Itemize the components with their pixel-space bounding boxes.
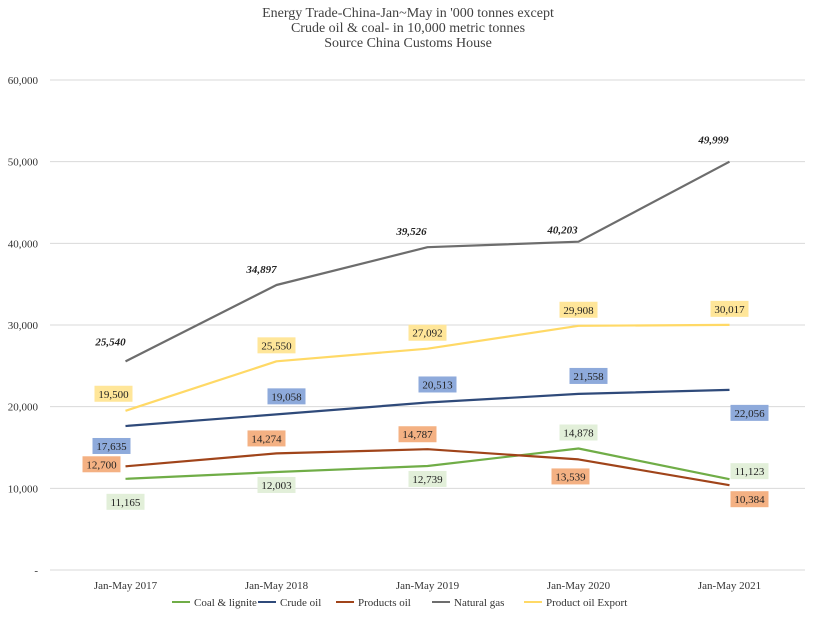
- data-label-box: [710, 300, 749, 317]
- x-tick-label: Jan-May 2020: [547, 580, 611, 592]
- data-label: 30,017: [714, 304, 745, 316]
- data-label: 12,739: [412, 474, 443, 486]
- series-line-products-oil: [125, 448, 730, 487]
- data-label-box: [418, 376, 457, 393]
- legend-label: Crude oil: [280, 597, 321, 609]
- y-tick-label: 30,000: [8, 320, 39, 332]
- data-label: 39,526: [395, 226, 427, 238]
- legend-label: Coal & lignite: [194, 597, 257, 609]
- series-line-natural-gas: [125, 160, 731, 363]
- y-tick-label: 60,000: [8, 75, 39, 87]
- data-label: 40,203: [546, 225, 578, 237]
- data-label-box: [257, 476, 296, 493]
- x-axis-tick-labels: Jan-May 2017 Jan-May 2018 Jan-May 2019 Jan-…: [94, 580, 761, 592]
- data-label: 10,384: [734, 494, 765, 506]
- x-tick-label: Jan-May 2019: [396, 580, 460, 592]
- legend[interactable]: Coal & lignite Crude oil Products oil Natur…: [172, 597, 627, 609]
- series-line-product-oil-export: [125, 323, 730, 412]
- series-line-coal-lignite: [125, 447, 730, 481]
- data-label: 19,058: [271, 391, 302, 403]
- legend-item[interactable]: Coal & lignite: [172, 597, 257, 609]
- data-label-box: [106, 493, 145, 510]
- data-label: 27,092: [412, 328, 442, 340]
- data-label-box: [408, 324, 447, 341]
- y-tick-label: -: [34, 565, 38, 577]
- data-label-box: [94, 385, 133, 402]
- series-line-crude-oil: [125, 388, 730, 428]
- x-tick-label: Jan-May 2017: [94, 580, 158, 592]
- x-tick-label: Jan-May 2021: [698, 580, 761, 592]
- data-label-box: [247, 430, 286, 447]
- legend-label: Products oil: [358, 597, 411, 609]
- data-label-box: [730, 404, 769, 421]
- data-label: 22,056: [734, 408, 765, 420]
- data-label: 21,558: [573, 371, 604, 383]
- data-label-box: [398, 426, 437, 443]
- data-label-box: [569, 367, 608, 384]
- data-label: 17,635: [96, 441, 127, 453]
- data-label-box: [267, 388, 306, 405]
- legend-label: Natural gas: [454, 597, 504, 609]
- y-tick-label: 50,000: [8, 157, 39, 169]
- chart-title-line: Source China Customs House: [324, 36, 492, 51]
- data-label: 25,550: [261, 340, 292, 352]
- data-label: 34,897: [245, 264, 277, 276]
- y-tick-label: 40,000: [8, 238, 39, 250]
- chart-title-line: Crude oil & coal- in 10,000 metric tonne…: [291, 21, 525, 36]
- data-label: 13,539: [555, 471, 586, 483]
- data-label: 25,540: [94, 336, 126, 348]
- x-tick-label: Jan-May 2018: [245, 580, 309, 592]
- gridlines: [50, 79, 805, 571]
- data-label-box: [559, 301, 598, 318]
- data-label: 20,513: [422, 379, 453, 391]
- data-label-box: [408, 470, 447, 487]
- legend-item[interactable]: Products oil: [336, 597, 411, 609]
- y-tick-label: 20,000: [8, 402, 39, 414]
- legend-label: Product oil Export: [546, 597, 627, 609]
- data-label-box: [82, 456, 121, 473]
- data-label: 11,123: [735, 466, 765, 478]
- data-label: 14,787: [402, 429, 433, 441]
- legend-item[interactable]: Natural gas: [432, 597, 504, 609]
- data-label: 49,999: [697, 135, 729, 147]
- data-labels: 11,165 12,003 12,739 14,878 11,123 17,635 19,0…: [82, 135, 769, 510]
- data-label: 12,700: [86, 459, 117, 471]
- legend-item[interactable]: Product oil Export: [524, 597, 627, 609]
- data-label: 14,878: [563, 427, 594, 439]
- y-axis-tick-labels: - 10,000 20,000 30,000 40,000 50,000 60,000: [8, 75, 39, 577]
- data-label-box: [257, 337, 296, 354]
- data-label: 14,274: [251, 433, 282, 445]
- series-lines: [125, 160, 731, 487]
- data-label-box: [551, 468, 590, 485]
- data-label: 19,500: [98, 389, 129, 401]
- data-label-box: [730, 463, 769, 480]
- data-label: 12,003: [261, 480, 292, 492]
- data-label: 29,908: [563, 305, 594, 317]
- y-tick-label: 10,000: [8, 483, 39, 495]
- data-label-box: [92, 437, 131, 454]
- legend-item[interactable]: Crude oil: [258, 597, 321, 609]
- data-label-box: [730, 491, 769, 508]
- data-label-box: [559, 424, 598, 441]
- chart-title-line: Energy Trade-China-Jan~May in '000 tonne…: [262, 6, 554, 21]
- data-label: 11,165: [111, 497, 141, 509]
- chart-title: Energy Trade-China-Jan~May in '000 tonne…: [262, 6, 554, 51]
